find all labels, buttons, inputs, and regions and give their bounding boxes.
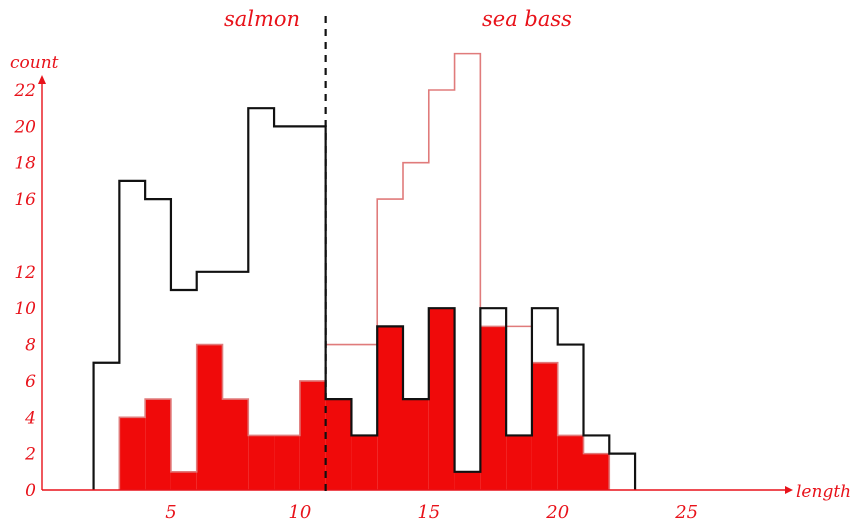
x-tick-label: 5 <box>165 502 176 523</box>
y-tick-label: 20 <box>13 117 36 137</box>
salmon-histogram-outline <box>92 107 637 490</box>
y-axis-label: count <box>10 53 59 73</box>
y-tick-label: 12 <box>14 263 36 283</box>
overlap-bar-6 <box>248 435 275 490</box>
overlap-bar-7 <box>274 435 300 490</box>
y-tick-label: 18 <box>14 154 36 174</box>
y-tick-label: 6 <box>25 372 36 392</box>
overlap-bar-10 <box>351 435 378 490</box>
y-tick-label: 10 <box>14 299 36 319</box>
overlap-fill-layer <box>119 308 610 490</box>
overlap-bar-18 <box>557 435 584 490</box>
overlap-bar-17 <box>531 362 558 490</box>
overlap-bar-15 <box>480 326 507 490</box>
overlap-bar-8 <box>299 380 326 490</box>
x-axis-arrow <box>785 486 793 494</box>
overlap-bar-19 <box>583 453 610 490</box>
x-axis-label: length <box>796 482 851 502</box>
y-tick-label: 4 <box>24 408 36 428</box>
x-tick-label: 20 <box>545 502 569 523</box>
y-tick-label: 22 <box>13 81 36 101</box>
y-tick-label: 8 <box>25 336 36 356</box>
overlap-bar-9 <box>325 399 352 490</box>
overlap-bar-2 <box>145 399 171 490</box>
overlap-bar-4 <box>196 344 223 490</box>
overlap-bar-12 <box>403 399 429 490</box>
overlap-bar-11 <box>377 326 403 490</box>
salmon-outline-layer <box>92 107 637 490</box>
salmon-class-label: salmon <box>224 7 300 31</box>
tick-labels-layer: 0 2 4 6 8 10 12 16 18 20 22 5 10 15 20 25 <box>13 81 698 523</box>
x-tick-label: 10 <box>288 502 311 523</box>
y-tick-label: 2 <box>24 445 36 465</box>
y-axis-arrow <box>38 75 46 84</box>
overlap-bar-16 <box>506 435 532 490</box>
overlap-bar-13 <box>428 308 455 490</box>
overlap-bar-14 <box>454 471 481 490</box>
x-tick-label: 25 <box>674 502 698 523</box>
sea-bass-class-label: sea bass <box>482 7 572 31</box>
x-tick-label: 15 <box>417 502 440 523</box>
y-tick-label: 16 <box>14 190 36 210</box>
overlap-bar-1 <box>119 417 146 490</box>
overlap-bar-5 <box>222 399 249 490</box>
axes-layer <box>38 16 793 494</box>
overlap-bar-3 <box>170 471 197 490</box>
y-tick-label: 0 <box>25 481 36 501</box>
